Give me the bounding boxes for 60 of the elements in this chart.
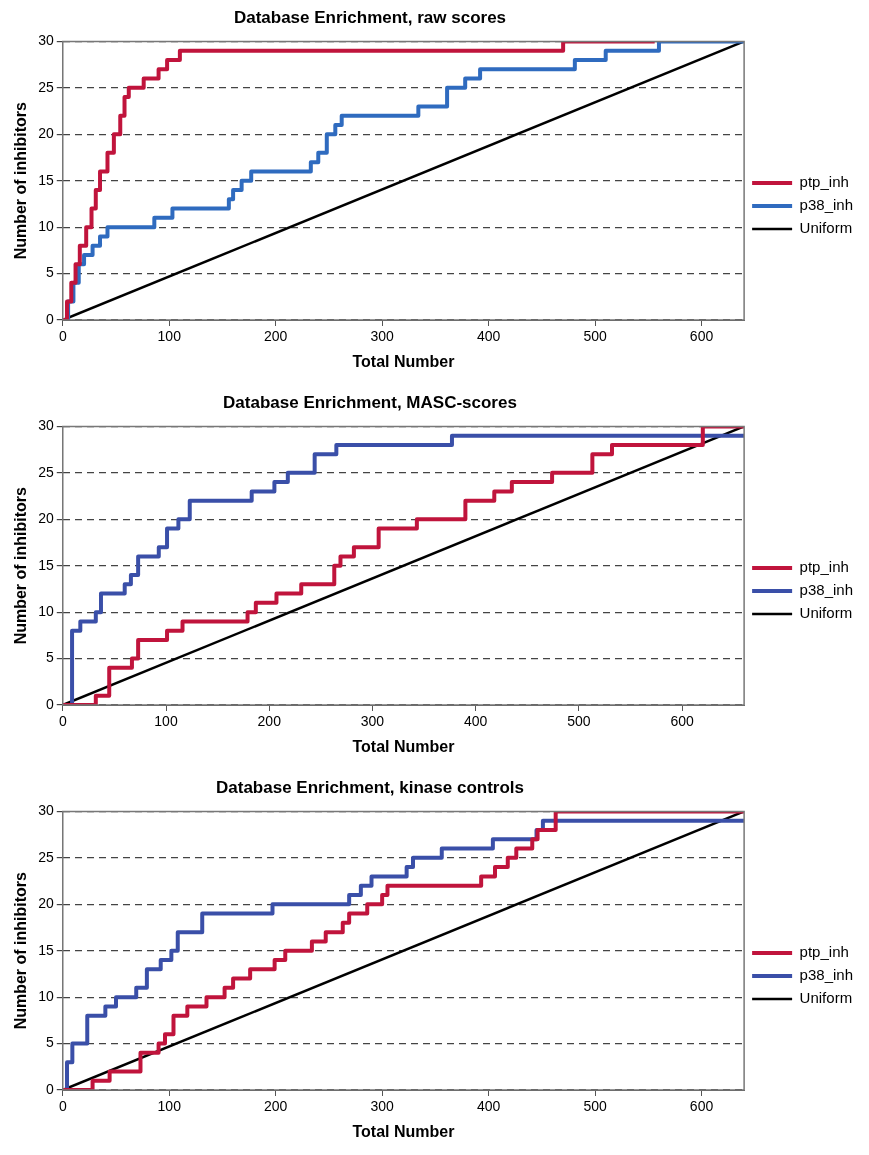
y-axis-title: Number of inhibitors <box>12 486 30 645</box>
x-tick-label: 300 <box>360 713 385 730</box>
x-tick-label: 0 <box>58 328 67 345</box>
legend-label: ptp_inh <box>799 943 849 961</box>
y-tick-label: 5 <box>45 1034 54 1051</box>
x-tick-label: 600 <box>689 1098 714 1115</box>
y-tick-label: 30 <box>38 32 54 49</box>
x-tick-label: 0 <box>58 713 67 730</box>
y-tick-label: 20 <box>38 125 54 142</box>
x-tick-label: 100 <box>157 1098 182 1115</box>
y-tick-label: 20 <box>38 895 54 912</box>
y-tick-label: 0 <box>45 1080 54 1097</box>
legend-label: ptp_inh <box>799 173 849 191</box>
y-tick-label: 25 <box>38 78 54 95</box>
x-tick-label: 400 <box>476 328 501 345</box>
x-tick-label: 200 <box>257 713 282 730</box>
x-tick-label: 400 <box>476 1098 501 1115</box>
y-tick-label: 5 <box>45 264 54 281</box>
x-tick-label: 100 <box>157 328 182 345</box>
x-tick-label: 300 <box>370 1098 395 1115</box>
x-tick-label: 0 <box>58 1098 67 1115</box>
x-tick-label: 400 <box>464 713 488 730</box>
x-tick-label: 100 <box>154 713 178 730</box>
chart-title: Database Enrichment, kinase controls <box>215 778 525 798</box>
legend-label: ptp_inh <box>799 558 849 576</box>
y-tick-label: 20 <box>38 510 54 527</box>
x-axis-title: Total Number <box>352 737 455 755</box>
legend-label: p38_inh <box>799 196 853 214</box>
y-tick-label: 25 <box>38 848 54 865</box>
legend-label: Uniform <box>799 604 853 622</box>
y-tick-label: 25 <box>38 463 54 480</box>
y-tick-label: 10 <box>38 987 54 1004</box>
legend-label: p38_inh <box>799 581 853 599</box>
y-tick-label: 15 <box>38 171 54 188</box>
y-tick-label: 15 <box>38 556 54 573</box>
y-tick-label: 10 <box>38 217 54 234</box>
y-tick-label: 5 <box>45 649 54 666</box>
x-tick-label: 300 <box>370 328 395 345</box>
x-tick-label: 500 <box>583 328 607 345</box>
y-tick-label: 15 <box>38 941 54 958</box>
chart-title: Database Enrichment, raw scores <box>232 8 508 28</box>
x-axis-title: Total Number <box>352 352 455 370</box>
x-tick-label: 500 <box>583 1098 607 1115</box>
y-tick-label: 0 <box>45 310 54 327</box>
x-tick-label: 200 <box>264 328 288 345</box>
x-tick-label: 600 <box>670 713 695 730</box>
legend-label: Uniform <box>799 219 853 237</box>
y-axis-title: Number of inhibitors <box>12 871 30 1030</box>
legend-label: p38_inh <box>799 966 853 984</box>
x-tick-label: 200 <box>264 1098 288 1115</box>
y-tick-label: 30 <box>38 802 54 819</box>
legend-label: Uniform <box>799 989 853 1007</box>
y-tick-label: 10 <box>38 602 54 619</box>
x-tick-label: 600 <box>689 328 714 345</box>
x-axis-title: Total Number <box>352 1122 455 1140</box>
y-tick-label: 30 <box>38 417 54 434</box>
y-axis-title: Number of inhibitors <box>12 101 30 260</box>
chart-title: Database Enrichment, MASC-scores <box>222 393 518 413</box>
x-tick-label: 500 <box>567 713 591 730</box>
y-tick-label: 0 <box>45 695 54 712</box>
